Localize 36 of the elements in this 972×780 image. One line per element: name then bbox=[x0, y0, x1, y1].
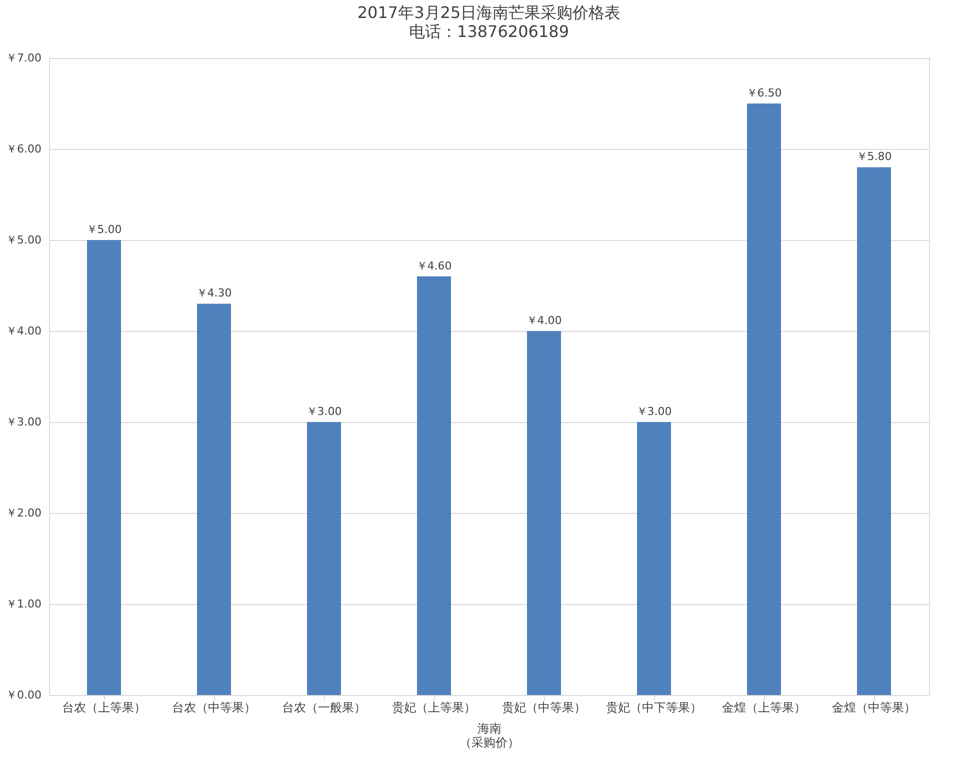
x-axis-title: 海南 bbox=[478, 722, 502, 736]
text: （采购价） bbox=[460, 736, 520, 750]
x-tick-label: 台农（中等果） bbox=[172, 700, 256, 714]
x-tick-label: 台农（一般果） bbox=[282, 700, 366, 714]
bar bbox=[857, 167, 891, 695]
data-label: ￥4.60 bbox=[416, 259, 452, 272]
y-tick-label: ￥6.00 bbox=[6, 142, 42, 156]
bar bbox=[87, 240, 121, 695]
chart-title: 2017年3月25日海南芒果采购价格表 bbox=[357, 3, 621, 22]
data-label: ￥4.00 bbox=[526, 314, 562, 327]
x-tick-label: 台农（上等果） bbox=[62, 700, 146, 714]
y-tick-label: ￥0.00 bbox=[6, 688, 42, 702]
bar bbox=[307, 422, 341, 695]
bar bbox=[197, 304, 231, 695]
data-label: ￥4.30 bbox=[196, 286, 232, 300]
data-label: ￥5.80 bbox=[856, 150, 892, 164]
x-tick-label: 金煌（上等果） bbox=[722, 700, 806, 714]
y-tick-label: ￥7.00 bbox=[6, 52, 42, 64]
data-label: ￥3.00 bbox=[636, 405, 672, 418]
bar bbox=[747, 104, 781, 695]
x-tick-label: 金煌（中等果） bbox=[832, 700, 916, 714]
data-label: ￥5.00 bbox=[86, 223, 122, 236]
bar bbox=[637, 422, 671, 695]
chart-subtitle: 电话：13876206189 bbox=[409, 22, 569, 41]
bar bbox=[527, 331, 561, 695]
x-tick-label: 贵妃（中下等果） bbox=[606, 700, 702, 714]
y-tick-label: ￥3.00 bbox=[6, 416, 42, 428]
y-tick-label: ￥1.00 bbox=[6, 598, 42, 610]
bar bbox=[417, 276, 451, 695]
data-label: ￥3.00 bbox=[306, 405, 342, 418]
y-tick-label: ￥2.00 bbox=[6, 506, 42, 520]
y-tick-label: ￥4.00 bbox=[6, 324, 42, 338]
x-tick-label: 贵妃（上等果） bbox=[392, 700, 476, 714]
x-tick-label: 贵妃（中等果） bbox=[502, 700, 586, 714]
y-tick-label: ￥5.00 bbox=[6, 234, 42, 246]
data-label: ￥6.50 bbox=[746, 86, 782, 100]
